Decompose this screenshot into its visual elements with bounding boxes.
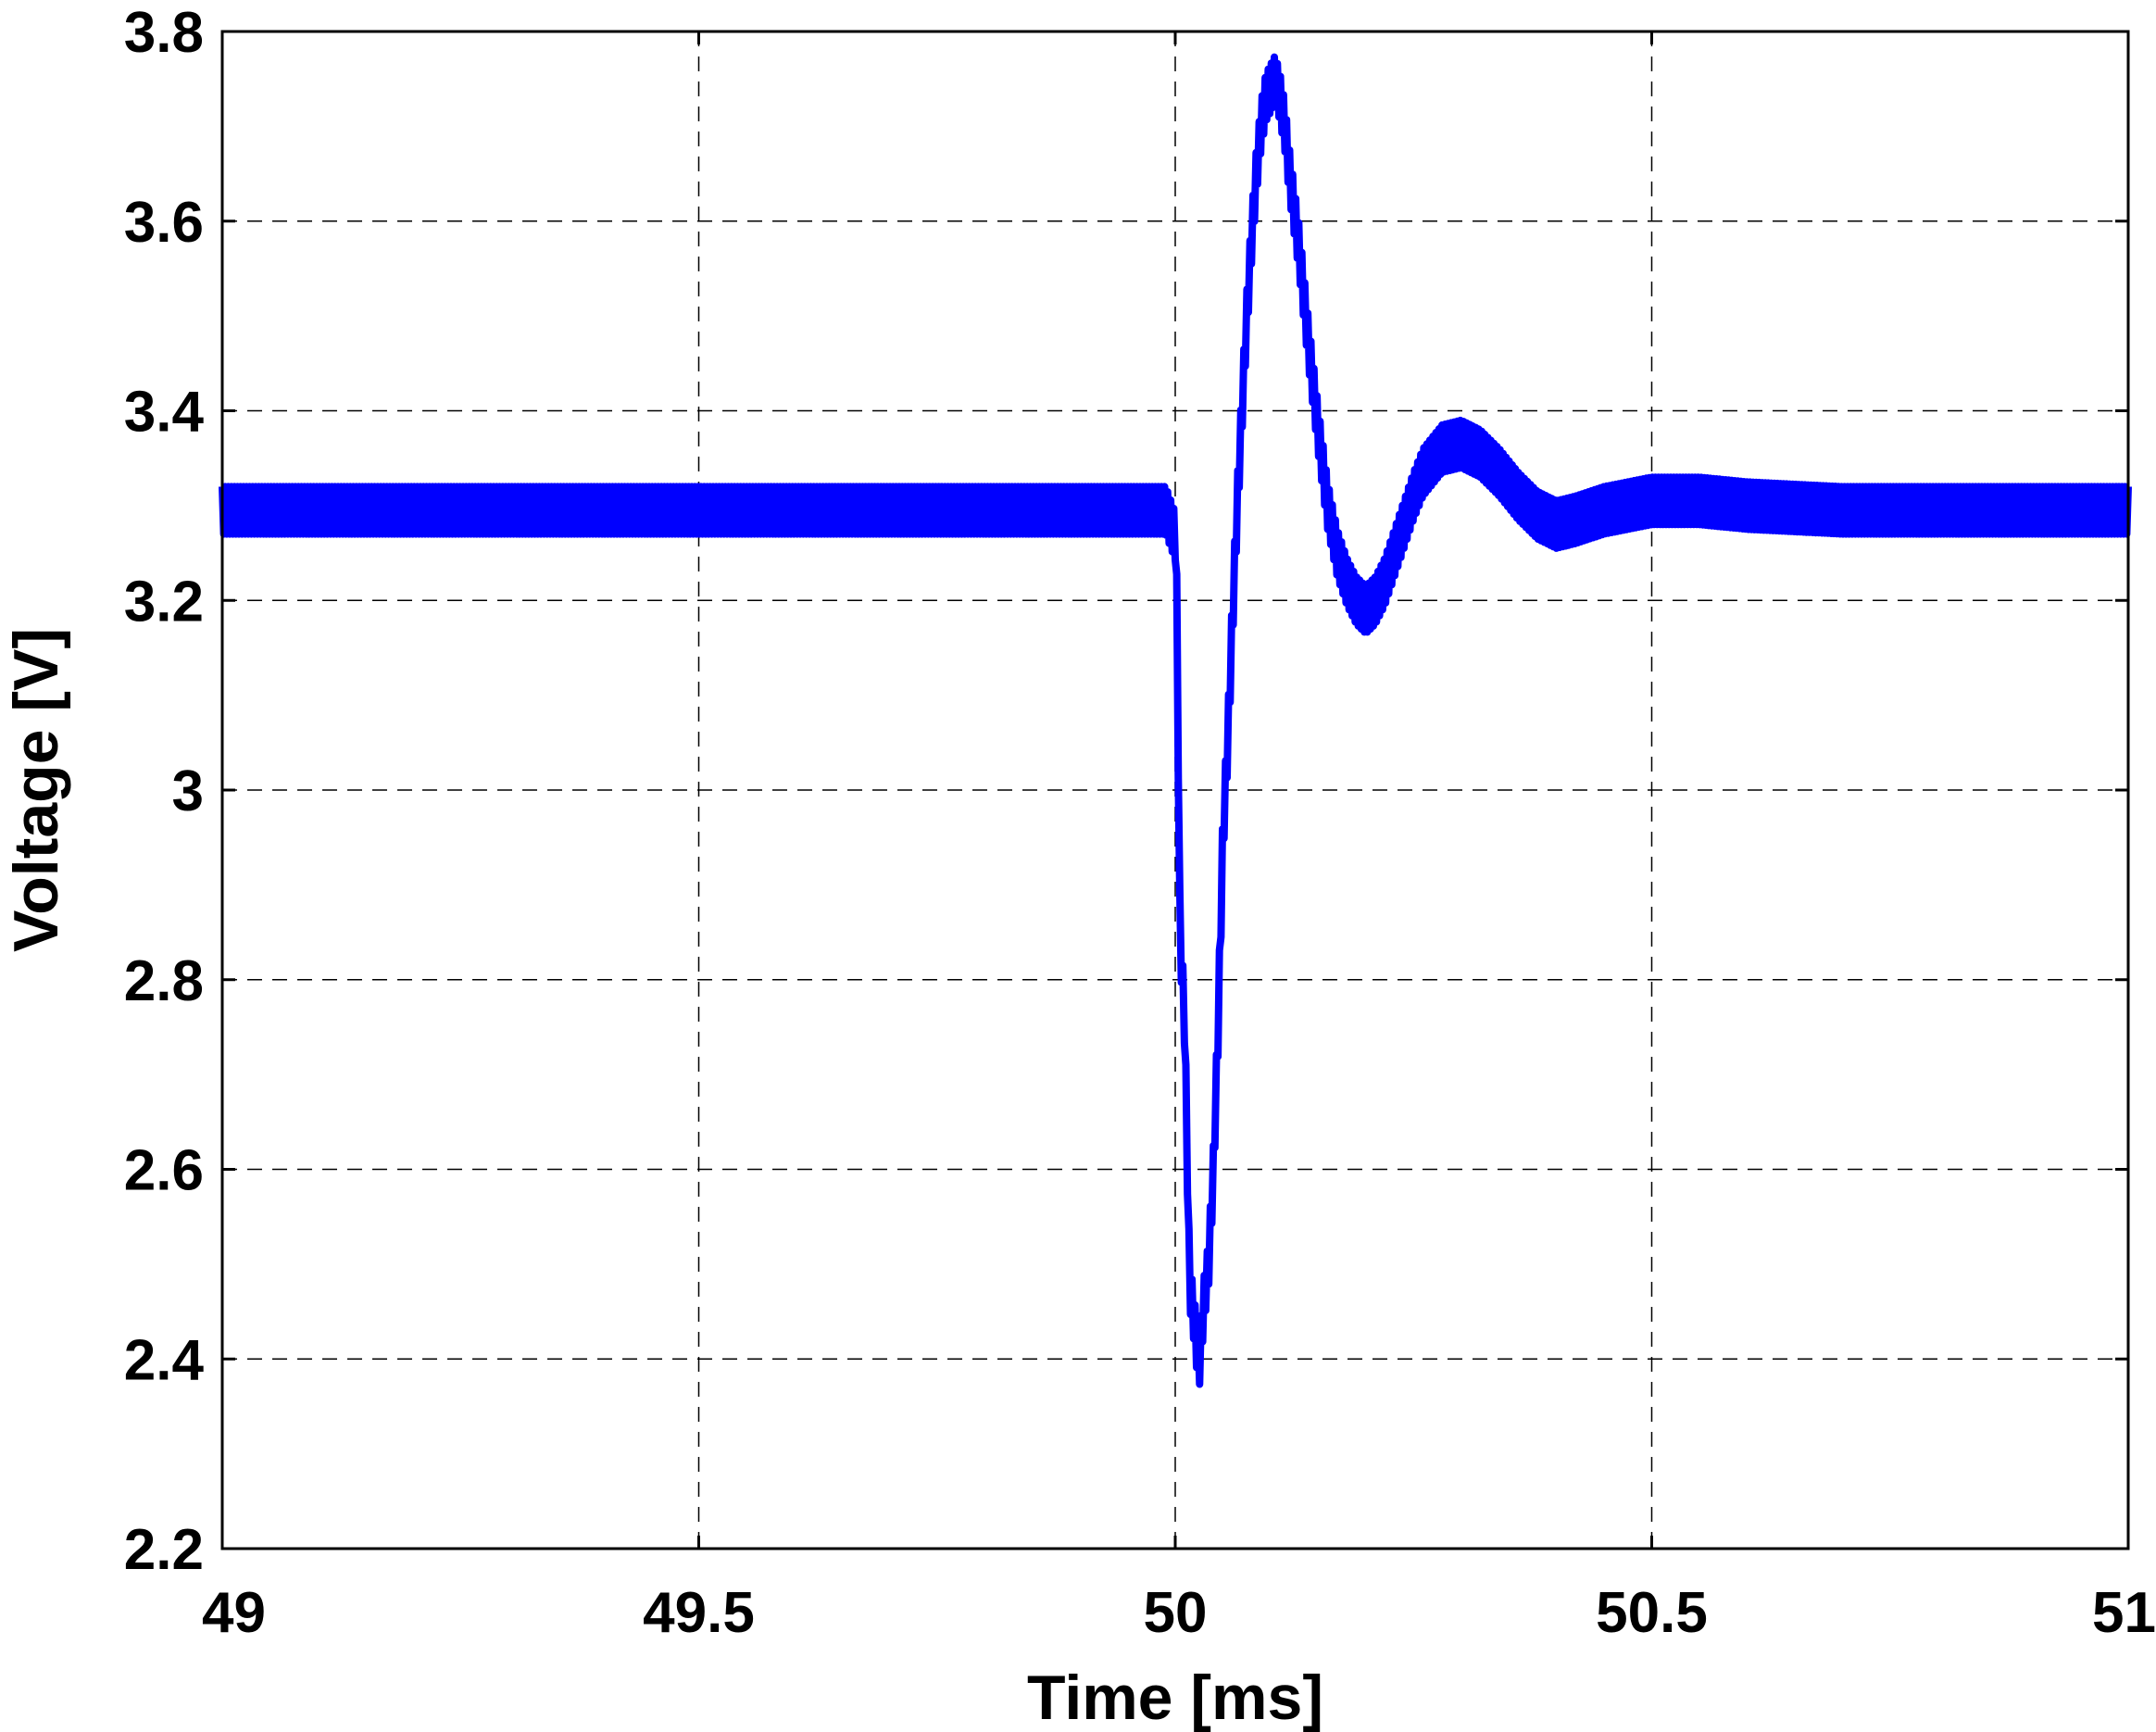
x-tick-label: 49 [202, 1581, 266, 1645]
x-tick-label: 50.5 [1596, 1581, 1708, 1645]
y-axis-title: Voltage [V] [1, 628, 71, 952]
x-axis-title: Time [ms] [1027, 1663, 1323, 1732]
y-tick-label: 2.4 [124, 1328, 205, 1392]
series-line [219, 53, 2132, 1388]
tick-marks [220, 30, 2130, 1550]
y-tick-label: 2.2 [124, 1518, 204, 1582]
x-tick-label: 49.5 [643, 1581, 755, 1645]
x-tick-label: 51 [2092, 1581, 2156, 1645]
y-tick-label: 2.8 [124, 949, 204, 1013]
y-tick-label: 3.8 [124, 1, 204, 65]
y-tick-labels: 2.2 2.4 2.6 2.8 3 3.2 3.4 3.6 3.8 [124, 1, 205, 1582]
y-tick-label: 3.2 [124, 570, 204, 634]
y-tick-label: 3.6 [124, 191, 204, 255]
series-layer [219, 53, 2132, 1388]
x-tick-label: 50 [1144, 1581, 1208, 1645]
y-tick-label: 2.6 [124, 1139, 204, 1203]
y-tick-label: 3.4 [124, 381, 205, 445]
x-tick-labels: 49 49.5 50 50.5 51 [202, 1581, 2156, 1645]
y-tick-label: 3 [172, 759, 204, 823]
